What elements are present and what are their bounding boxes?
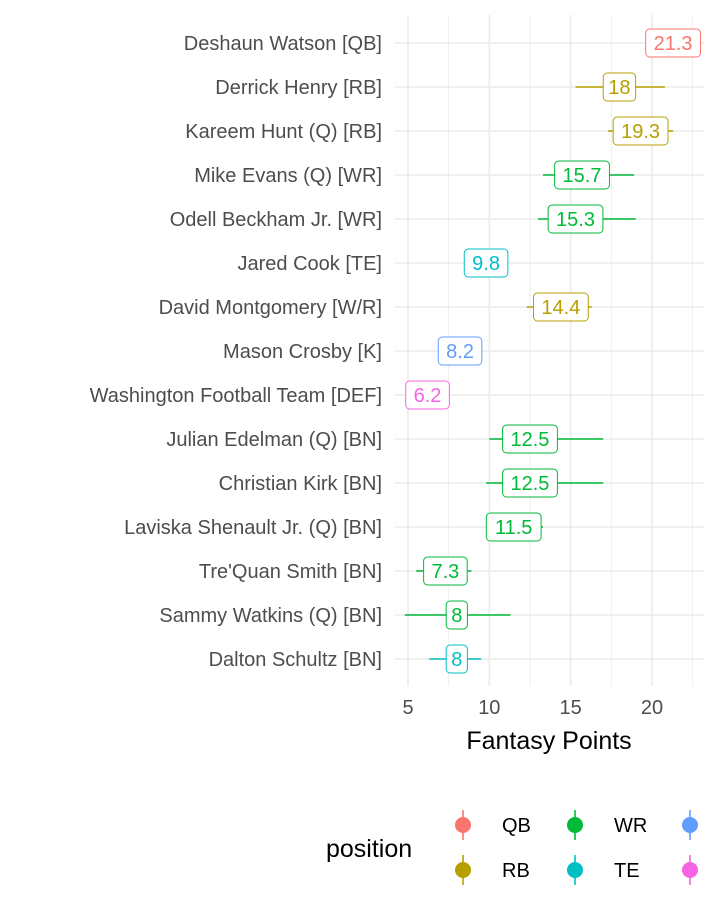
legend-label: RB (502, 860, 530, 882)
legend-title: position (326, 835, 412, 863)
plot-marks: 21.3 18 19.3 15.7 15.3 9.8 14.4 8.26.2 12.5 12.5 1… (404, 28, 702, 674)
player-mark: 15.7 (542, 160, 635, 190)
legend-key (455, 810, 471, 840)
x-axis-title: Fantasy Points (466, 727, 631, 755)
value-label-box (485, 512, 542, 542)
value-label: 7.3 (432, 561, 460, 583)
legend-label: QB (502, 815, 531, 837)
y-tick-label: Dalton Schultz [BN] (209, 649, 382, 671)
legend-label: TE (614, 860, 640, 882)
value-label: 8 (451, 649, 462, 671)
y-tick-label: Laviska Shenault Jr. (Q) [BN] (124, 517, 382, 539)
player-mark: 7.3 (416, 556, 472, 586)
value-label: 8.2 (446, 341, 474, 363)
value-label-box (612, 116, 669, 146)
value-label: 12.5 (511, 473, 550, 495)
value-label-box (437, 336, 483, 366)
player-mark: 21.3 (645, 28, 702, 58)
y-tick-label: Sammy Watkins (Q) [BN] (159, 605, 382, 627)
player-mark: 19.3 (608, 116, 674, 146)
value-label-box (645, 28, 702, 58)
player-mark: 18 (575, 72, 665, 102)
value-label: 21.3 (654, 33, 693, 55)
value-label: 15.3 (556, 209, 595, 231)
value-label-box (554, 160, 610, 190)
value-label-box (405, 380, 450, 410)
y-axis-labels: Deshaun Watson [QB] Derrick Henry [RB] Kar… (90, 33, 382, 671)
value-label: 15.7 (563, 165, 602, 187)
y-tick-label: Julian Edelman (Q) [BN] (166, 429, 382, 451)
value-label-box (423, 556, 468, 586)
legend: position QB RB WR TE (326, 810, 698, 885)
x-tick-label: 5 (402, 697, 413, 719)
player-mark: 11.5 (485, 512, 543, 542)
legend-label: WR (614, 815, 647, 837)
value-label: 19.3 (621, 121, 660, 143)
y-tick-label: Mike Evans (Q) [WR] (194, 165, 382, 187)
player-mark: 8 (404, 600, 511, 630)
value-label-box (532, 292, 589, 322)
value-label-box (602, 72, 637, 102)
value-label: 12.5 (511, 429, 550, 451)
value-label-box (445, 644, 468, 674)
value-label: 11.5 (495, 517, 532, 539)
player-mark: 9.8 (463, 248, 509, 278)
y-tick-label: David Montgomery [W/R] (159, 297, 382, 319)
x-tick-label: 15 (560, 697, 582, 719)
value-label-box (463, 248, 509, 278)
value-label: 18 (608, 77, 630, 99)
player-mark: 6.2 (405, 380, 450, 410)
player-mark: 8 (429, 644, 482, 674)
player-mark: 12.5 (489, 424, 604, 454)
legend-key (682, 810, 698, 840)
value-label-box (502, 424, 558, 454)
value-label-box (502, 468, 558, 498)
y-tick-label: Mason Crosby [K] (223, 341, 382, 363)
player-mark: 14.4 (526, 292, 592, 322)
y-tick-label: Washington Football Team [DEF] (90, 385, 382, 407)
y-tick-label: Odell Beckham Jr. [WR] (170, 209, 382, 231)
legend-key (567, 810, 583, 840)
y-tick-label: Derrick Henry [RB] (215, 77, 382, 99)
legend-key (682, 855, 698, 885)
legend-key (455, 855, 471, 885)
x-axis-ticks: 5 10 15 20 (402, 697, 663, 719)
y-tick-label: Jared Cook [TE] (237, 253, 382, 275)
x-tick-label: 10 (478, 697, 500, 719)
player-mark: 12.5 (486, 468, 604, 498)
y-tick-label: Tre'Quan Smith [BN] (199, 561, 382, 583)
y-tick-label: Deshaun Watson [QB] (184, 33, 382, 55)
y-tick-label: Kareem Hunt (Q) [RB] (185, 121, 382, 143)
x-tick-label: 20 (641, 697, 663, 719)
player-mark: 8.2 (437, 336, 483, 366)
value-label: 8 (451, 605, 462, 627)
y-tick-label: Christian Kirk [BN] (219, 473, 382, 495)
legend-key (567, 855, 583, 885)
value-label: 14.4 (541, 297, 580, 319)
value-label: 9.8 (472, 253, 500, 275)
player-mark: 15.3 (538, 204, 636, 234)
value-label-box (547, 204, 604, 234)
value-label-box (445, 600, 468, 630)
value-label: 6.2 (414, 385, 442, 407)
